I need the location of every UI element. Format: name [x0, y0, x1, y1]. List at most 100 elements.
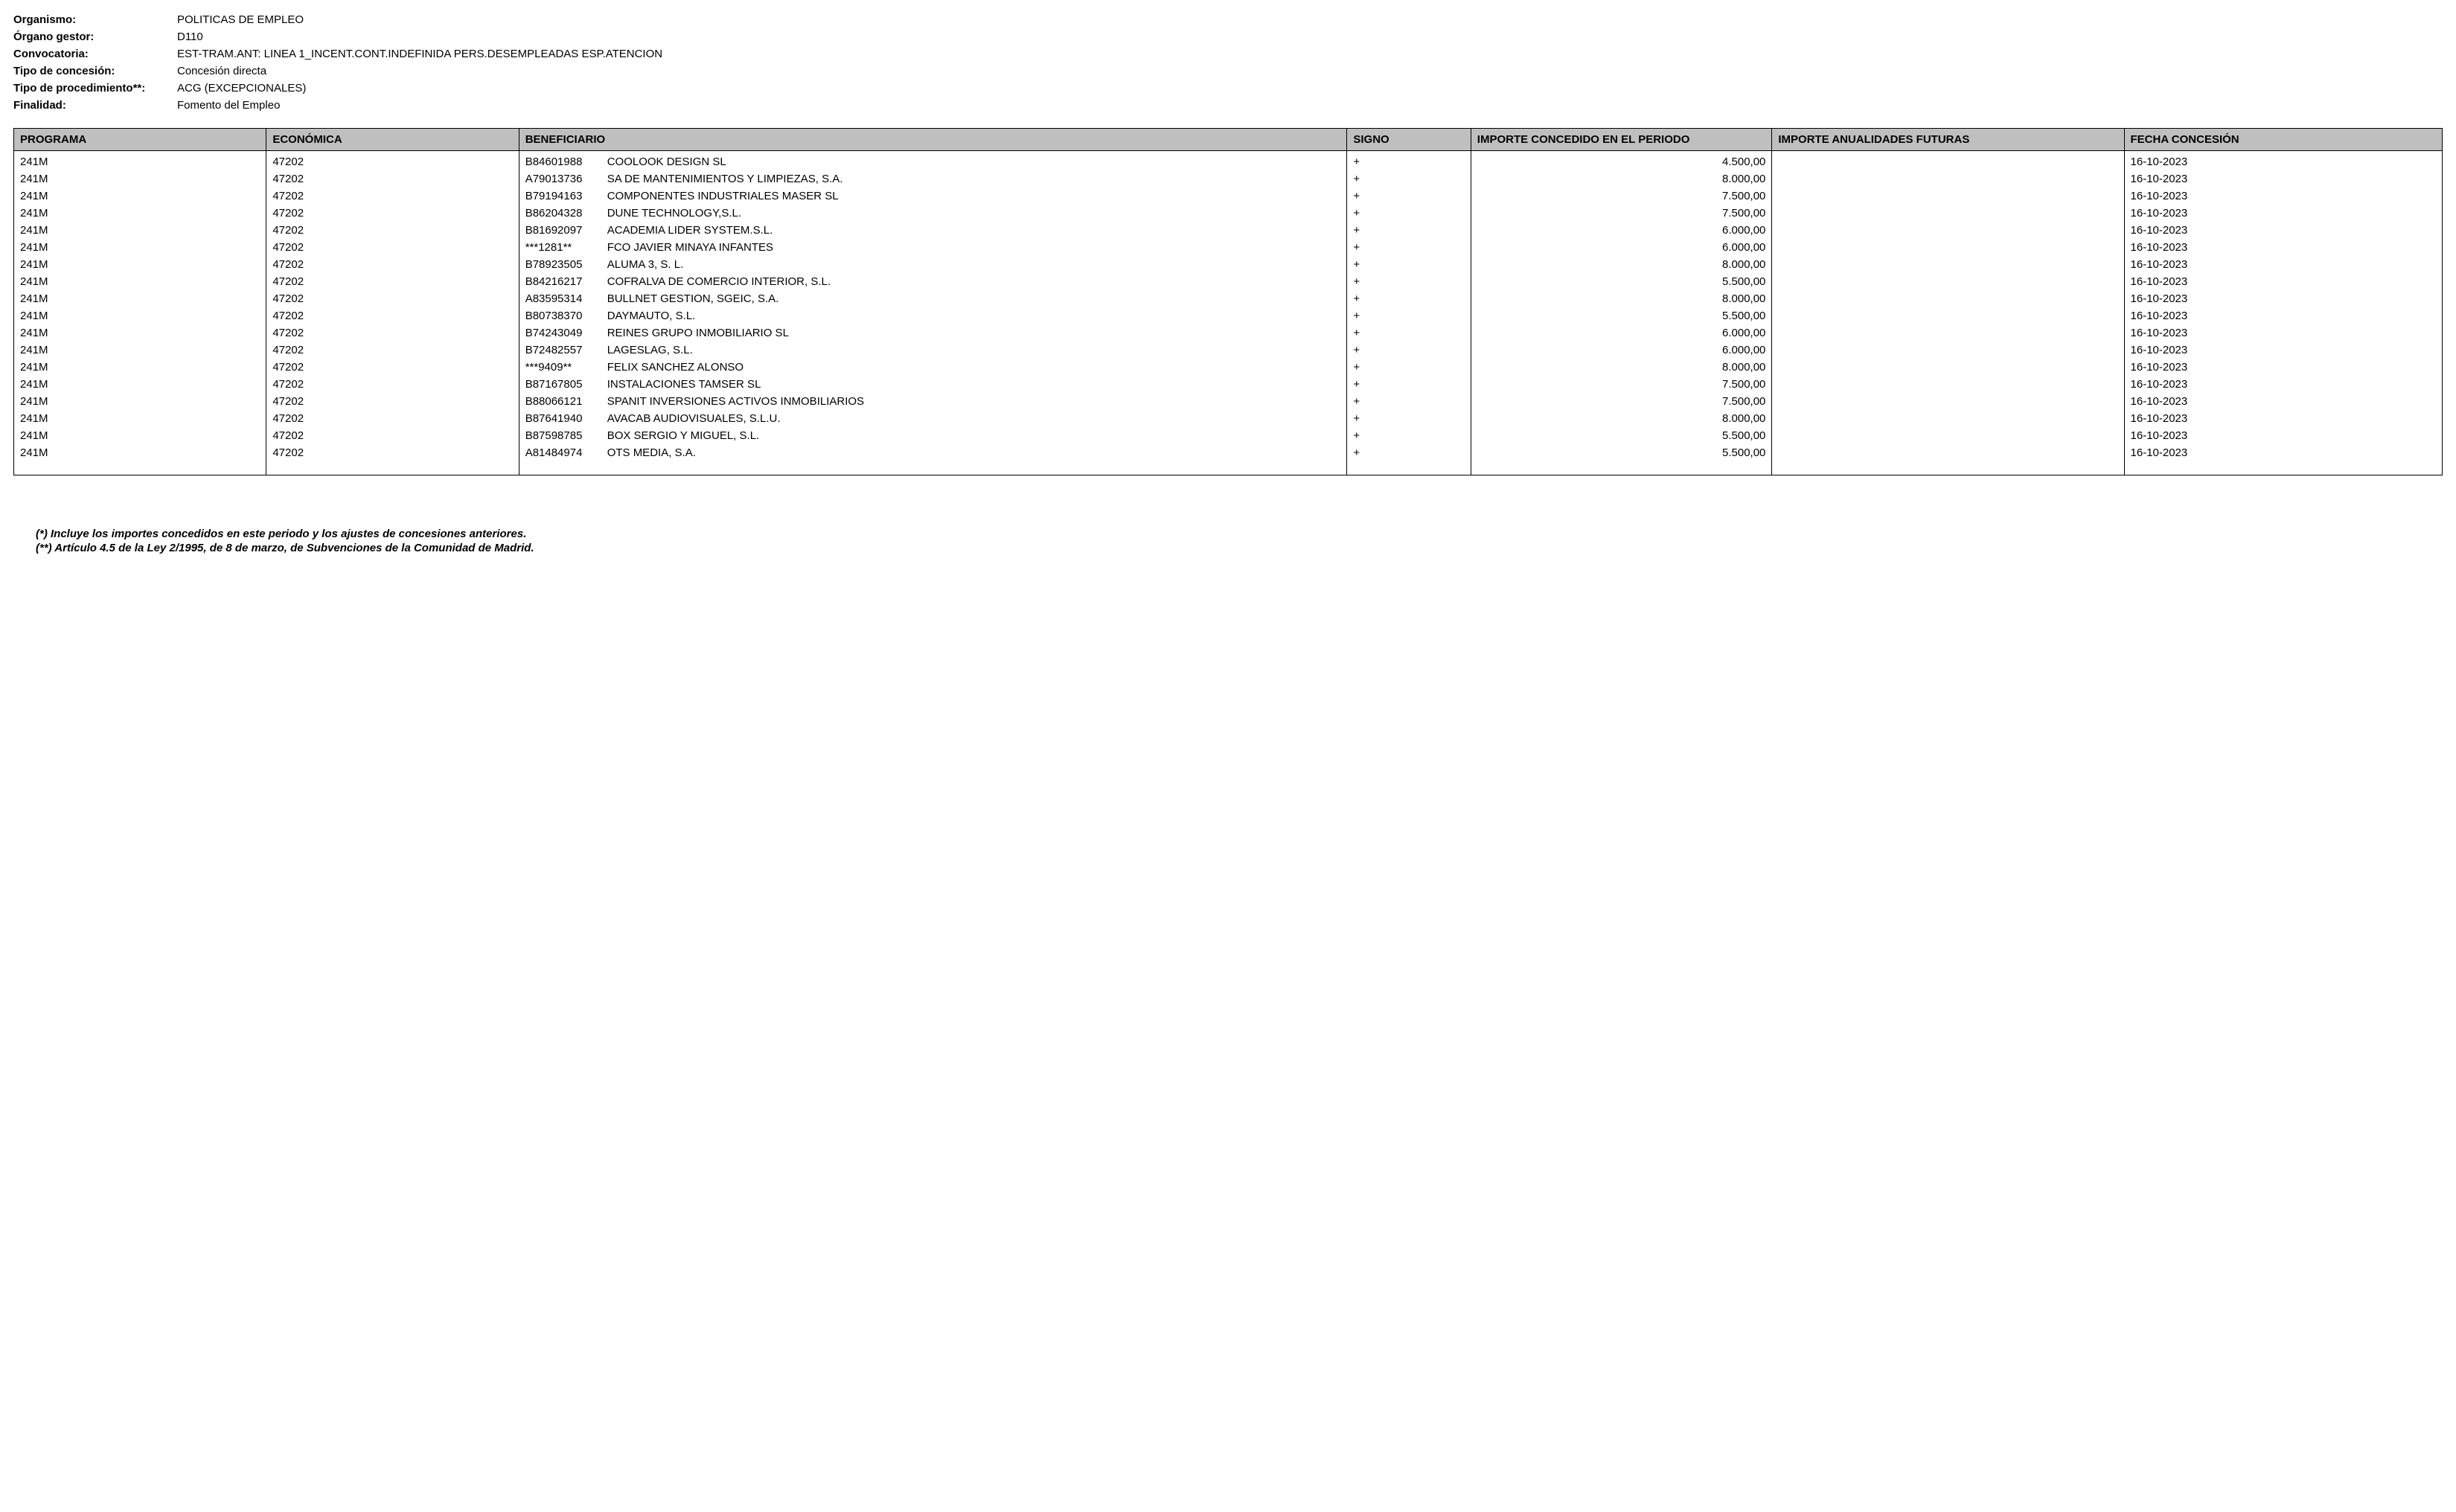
table-cell: 241M — [14, 444, 266, 461]
table-cell — [1772, 222, 2124, 239]
table-cell: 241M — [14, 273, 266, 290]
table-cell: + — [1347, 188, 1471, 205]
table-cell: 47202 — [266, 444, 519, 461]
header-label: Órgano gestor: — [13, 31, 177, 43]
header-value: Concesión directa — [177, 65, 2443, 77]
table-cell — [1772, 324, 2124, 342]
table-cell: 16-10-2023 — [2124, 307, 2442, 324]
col-economica: ECONÓMICA — [266, 129, 519, 151]
table-cell: + — [1347, 273, 1471, 290]
table-cell: + — [1347, 393, 1471, 410]
table-cell: 8.000,00 — [1471, 410, 1772, 427]
beneficiario-name: FCO JAVIER MINAYA INFANTES — [607, 241, 1341, 254]
table-cell: 8.000,00 — [1471, 290, 1772, 307]
beneficiario-id: B78923505 — [525, 258, 607, 271]
table-cell: + — [1347, 324, 1471, 342]
table-cell: 241M — [14, 427, 266, 444]
beneficiario-cell: B84216217COFRALVA DE COMERCIO INTERIOR, … — [519, 273, 1347, 290]
table-cell: 47202 — [266, 307, 519, 324]
table-cell — [1772, 273, 2124, 290]
table-cell — [1772, 151, 2124, 171]
table-cell: 6.000,00 — [1471, 324, 1772, 342]
table-cell: 47202 — [266, 393, 519, 410]
table-cell: + — [1347, 151, 1471, 171]
table-cell: 47202 — [266, 342, 519, 359]
table-cell: 16-10-2023 — [2124, 342, 2442, 359]
table-cell — [1772, 239, 2124, 256]
beneficiario-id: ***1281** — [525, 241, 607, 254]
table-cell: 5.500,00 — [1471, 444, 1772, 461]
beneficiario-cell: B72482557LAGESLAG, S.L. — [519, 342, 1347, 359]
beneficiario-cell: B78923505ALUMA 3, S. L. — [519, 256, 1347, 273]
table-cell: 241M — [14, 222, 266, 239]
beneficiario-id: B81692097 — [525, 224, 607, 237]
table-cell — [1772, 359, 2124, 376]
table-row: 241M47202B84216217COFRALVA DE COMERCIO I… — [14, 273, 2443, 290]
table-cell: 241M — [14, 239, 266, 256]
beneficiario-cell: B86204328DUNE TECHNOLOGY,S.L. — [519, 205, 1347, 222]
beneficiario-id: B88066121 — [525, 395, 607, 408]
table-cell: 4.500,00 — [1471, 151, 1772, 171]
table-cell: 241M — [14, 342, 266, 359]
table-cell: 16-10-2023 — [2124, 290, 2442, 307]
table-cell: 16-10-2023 — [2124, 170, 2442, 188]
table-cell — [1772, 376, 2124, 393]
beneficiario-cell: B87641940AVACAB AUDIOVISUALES, S.L.U. — [519, 410, 1347, 427]
table-row: 241M47202B87598785BOX SERGIO Y MIGUEL, S… — [14, 427, 2443, 444]
beneficiario-name: INSTALACIONES TAMSER SL — [607, 378, 1341, 391]
table-cell: 16-10-2023 — [2124, 222, 2442, 239]
table-cell: 16-10-2023 — [2124, 256, 2442, 273]
beneficiario-cell: ***1281**FCO JAVIER MINAYA INFANTES — [519, 239, 1347, 256]
table-cell: + — [1347, 376, 1471, 393]
beneficiario-cell: B87598785BOX SERGIO Y MIGUEL, S.L. — [519, 427, 1347, 444]
table-cell: + — [1347, 410, 1471, 427]
table-cell: 7.500,00 — [1471, 205, 1772, 222]
header-value: EST-TRAM.ANT: LINEA 1_INCENT.CONT.INDEFI… — [177, 48, 2443, 60]
beneficiario-cell: A81484974OTS MEDIA, S.A. — [519, 444, 1347, 461]
table-cell: 241M — [14, 188, 266, 205]
table-row: 241M47202B86204328DUNE TECHNOLOGY,S.L.+7… — [14, 205, 2443, 222]
table-cell: 47202 — [266, 205, 519, 222]
table-row: 241M47202A79013736SA DE MANTENIMIENTOS Y… — [14, 170, 2443, 188]
table-cell: 47202 — [266, 151, 519, 171]
beneficiario-id: B84601988 — [525, 156, 607, 168]
beneficiario-id: B74243049 — [525, 327, 607, 339]
beneficiario-id: B87641940 — [525, 412, 607, 425]
beneficiario-name: DAYMAUTO, S.L. — [607, 310, 1341, 322]
concesiones-table: PROGRAMA ECONÓMICA BENEFICIARIO SIGNO IM… — [13, 128, 2443, 475]
table-cell: 241M — [14, 170, 266, 188]
table-cell: 241M — [14, 410, 266, 427]
beneficiario-name: BOX SERGIO Y MIGUEL, S.L. — [607, 429, 1341, 442]
col-signo: SIGNO — [1347, 129, 1471, 151]
table-row: 241M47202B87167805INSTALACIONES TAMSER S… — [14, 376, 2443, 393]
table-cell: 47202 — [266, 256, 519, 273]
table-body: 241M47202B84601988COOLOOK DESIGN SL+4.50… — [14, 151, 2443, 475]
table-cell: 7.500,00 — [1471, 188, 1772, 205]
table-cell: + — [1347, 307, 1471, 324]
table-cell: 241M — [14, 151, 266, 171]
header-label: Tipo de concesión: — [13, 65, 177, 77]
table-cell: 47202 — [266, 239, 519, 256]
table-header-row: PROGRAMA ECONÓMICA BENEFICIARIO SIGNO IM… — [14, 129, 2443, 151]
table-cell — [1772, 307, 2124, 324]
beneficiario-cell: B87167805INSTALACIONES TAMSER SL — [519, 376, 1347, 393]
beneficiario-cell: B81692097ACADEMIA LIDER SYSTEM.S.L. — [519, 222, 1347, 239]
table-cell — [1772, 410, 2124, 427]
footnote-2: (**) Artículo 4.5 de la Ley 2/1995, de 8… — [36, 542, 2443, 554]
table-cell: 241M — [14, 359, 266, 376]
table-cell: 8.000,00 — [1471, 256, 1772, 273]
table-cell: 47202 — [266, 222, 519, 239]
col-fecha-concesion: FECHA CONCESIÓN — [2124, 129, 2442, 151]
footnote-1: (*) Incluye los importes concedidos en e… — [36, 528, 2443, 540]
table-cell: + — [1347, 222, 1471, 239]
table-pad-row — [14, 461, 2443, 475]
header-fields: Organismo:POLITICAS DE EMPLEOÓrgano gest… — [13, 13, 2443, 112]
col-importe-periodo: IMPORTE CONCEDIDO EN EL PERIODO — [1471, 129, 1772, 151]
beneficiario-name: SPANIT INVERSIONES ACTIVOS INMOBILIARIOS — [607, 395, 1341, 408]
table-cell: 16-10-2023 — [2124, 324, 2442, 342]
table-cell: 241M — [14, 256, 266, 273]
beneficiario-cell: ***9409**FELIX SANCHEZ ALONSO — [519, 359, 1347, 376]
table-cell — [1772, 188, 2124, 205]
table-cell: + — [1347, 342, 1471, 359]
table-cell — [1772, 444, 2124, 461]
